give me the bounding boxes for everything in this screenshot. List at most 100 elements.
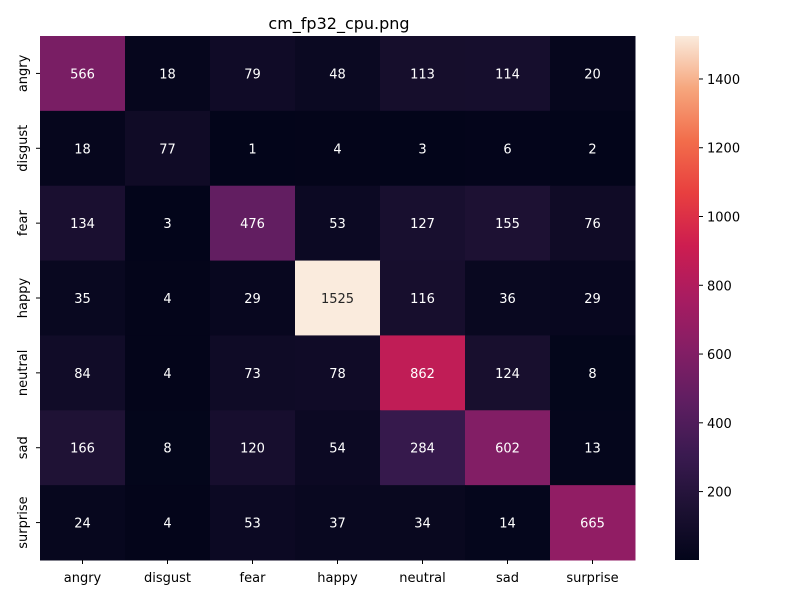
heatmap-cell: [210, 110, 296, 187]
chart-title: cm_fp32_cpu.png: [268, 14, 409, 34]
y-axis: angry disgust fear happy neutral sad surprise: [16, 54, 40, 549]
heatmap-cell-label: 14: [499, 517, 516, 532]
heatmap-cell-label: 1: [248, 142, 256, 157]
heatmap-cell-label: 284: [410, 442, 435, 457]
heatmap-cell: [210, 410, 296, 486]
heatmap-cell: [550, 335, 636, 411]
heatmap-cell-label: 78: [329, 367, 346, 382]
heatmap-cell: [295, 410, 381, 486]
y-tick-label: disgust: [16, 125, 31, 172]
heatmap-cell-label: 476: [240, 217, 265, 232]
heatmap-cell: [40, 260, 126, 336]
heatmap-cell: [210, 335, 296, 411]
heatmap-cell: [40, 185, 126, 262]
heatmap-cell-label: 4: [163, 367, 171, 382]
heatmap-cell: [465, 335, 551, 411]
heatmap-cell-label: 35: [74, 292, 91, 307]
heatmap-cell-label: 155: [495, 217, 520, 232]
colorbar-tick-label: 1000: [707, 211, 740, 226]
heatmap-cell-label: 18: [74, 142, 91, 157]
colorbar-tick-label: 200: [707, 486, 732, 501]
heatmap-cell-label: 20: [584, 67, 601, 82]
heatmap-cell-label: 862: [410, 367, 435, 382]
heatmap-cell-label: 36: [499, 292, 516, 307]
heatmap-cell-label: 84: [74, 367, 91, 382]
heatmap-cell: [380, 185, 466, 262]
heatmap-cell: [550, 410, 636, 486]
heatmap-cell: [550, 485, 636, 561]
heatmap-cell: [550, 185, 636, 262]
heatmap-cell-label: 18: [159, 67, 176, 82]
heatmap-cell-label: 53: [244, 517, 261, 532]
heatmap-cell-label: 79: [244, 67, 261, 82]
x-tick-label: neutral: [399, 571, 446, 586]
heatmap-cell: [210, 260, 296, 336]
heatmap-cell-label: 114: [495, 67, 520, 82]
heatmap-cell: [465, 410, 551, 486]
heatmap-cell: [40, 485, 126, 561]
colorbar: 200 400 600 800 1000 1200 1400: [675, 36, 740, 560]
heatmap-cell-label: 602: [495, 442, 520, 457]
heatmap-cell-label: 29: [584, 292, 601, 307]
heatmap-cell-label: 54: [329, 442, 346, 457]
heatmap-cell-label: 6: [503, 142, 511, 157]
heatmap-cell: [295, 260, 381, 336]
colorbar-tick-label: 800: [707, 279, 732, 294]
heatmap-cell-label: 77: [159, 142, 176, 157]
heatmap-cell: [295, 185, 381, 262]
heatmap-cell: [210, 185, 296, 262]
heatmap-cell-label: 4: [333, 142, 341, 157]
heatmap-cell-label: 4: [163, 517, 171, 532]
x-tick-label: surprise: [566, 571, 618, 586]
heatmap-cell: [125, 185, 211, 262]
heatmap-cell-label: 1525: [321, 292, 354, 307]
heatmap-cell: [125, 36, 211, 112]
heatmap-cell: [40, 335, 126, 411]
heatmap-cell: [210, 485, 296, 561]
heatmap-cell: [125, 485, 211, 561]
heatmap-cell-label: 3: [163, 217, 171, 232]
heatmap-cell: [465, 260, 551, 336]
heatmap-cell: [125, 335, 211, 411]
heatmap-cell: [465, 485, 551, 561]
heatmap-cell-label: 665: [580, 517, 605, 532]
x-axis: angry disgust fear happy neutral sad surprise: [64, 560, 619, 586]
colorbar-tick-label: 600: [707, 348, 732, 363]
heatmap-cell: [295, 485, 381, 561]
heatmap-cell-label: 134: [70, 217, 95, 232]
heatmap-cell: [380, 485, 466, 561]
heatmap-cell: [210, 36, 296, 112]
heatmap-cell-label: 8: [163, 442, 171, 457]
heatmap-cell-label: 127: [410, 217, 435, 232]
colorbar-tick-label: 400: [707, 417, 732, 432]
heatmap-cell: [295, 36, 381, 112]
heatmap-cell-label: 73: [244, 367, 261, 382]
heatmap-cell: [465, 110, 551, 187]
heatmap-cell: [380, 110, 466, 187]
heatmap-cell: [125, 260, 211, 336]
colorbar-tick-label: 1400: [707, 73, 740, 88]
heatmap-cell: [40, 110, 126, 187]
y-tick-label: surprise: [16, 496, 31, 548]
heatmap-cell-label: 3: [418, 142, 426, 157]
y-tick-label: fear: [16, 210, 31, 237]
heatmap-cell: [380, 410, 466, 486]
heatmap-cell: [295, 110, 381, 187]
heatmap-cell-label: 116: [410, 292, 435, 307]
heatmap-cell: [295, 335, 381, 411]
x-tick-label: angry: [64, 571, 102, 586]
heatmap-cell: [550, 260, 636, 336]
heatmap-cell: [40, 410, 126, 486]
heatmap-cell-label: 13: [584, 442, 601, 457]
heatmap-cell: [40, 36, 126, 112]
x-tick-label: disgust: [144, 571, 191, 586]
heatmap-cell-label: 4: [163, 292, 171, 307]
x-tick-label: happy: [317, 571, 358, 586]
heatmap-cell-label: 24: [74, 517, 91, 532]
heatmap-cell-label: 124: [495, 367, 520, 382]
heatmap-cell-label: 76: [584, 217, 601, 232]
heatmap-cell: [550, 36, 636, 112]
heatmap-cell-label: 53: [329, 217, 346, 232]
heatmap-cell: [380, 335, 466, 411]
